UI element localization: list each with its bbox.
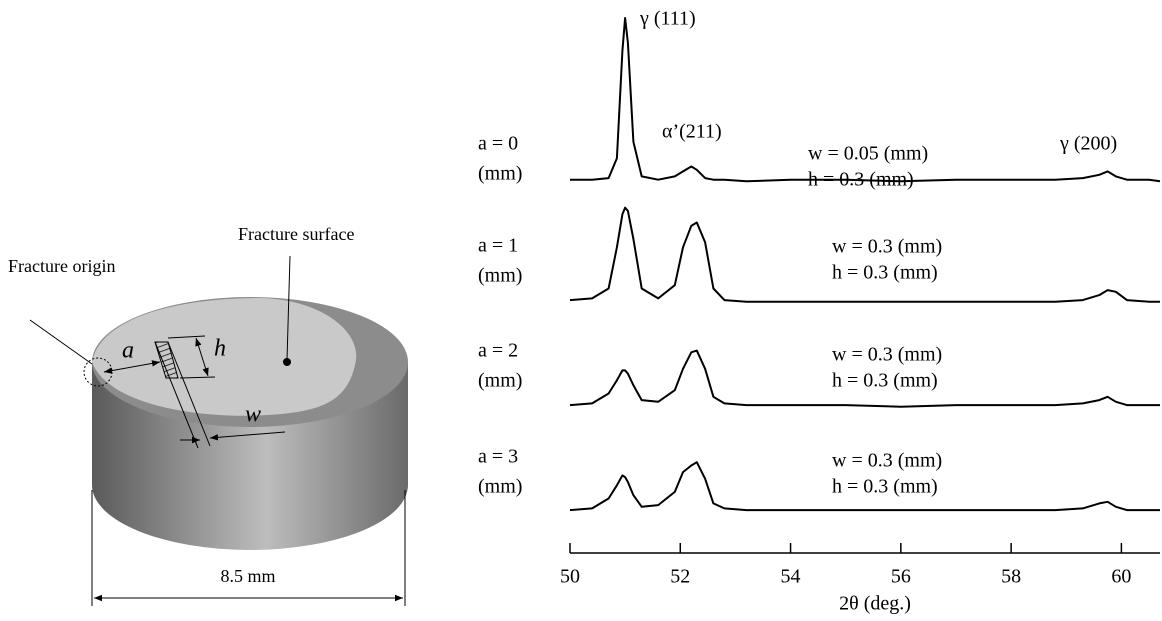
cut-line [154,341,199,449]
series-label: a = 1 [478,235,518,257]
dim-h-ext [167,335,206,339]
cut-section [154,341,179,379]
xrd-trace [569,349,1160,408]
label: 8.5 mm [220,566,275,586]
x-tick-label: 50 [560,566,580,588]
series-note: h = 0.3 (mm) [832,476,938,498]
label: Fracture surface [238,224,354,244]
series-label: a = 0 [478,133,518,155]
x-axis-label: 2θ (deg.) [839,593,911,615]
x-tick-label: 58 [1001,566,1021,588]
leader [29,319,93,365]
dim-w [209,431,286,441]
x-tick-label: 54 [781,566,801,588]
x-tick-label: 56 [891,566,911,588]
leader [286,255,291,361]
series-note: h = 0.3 (mm) [832,262,938,284]
x-tick-label: 60 [1111,566,1131,588]
series-label: (mm) [478,476,522,498]
series-label: (mm) [478,265,522,287]
label: a [122,338,134,364]
xrd-trace [570,17,1161,183]
series-note: h = 0.3 (mm) [808,169,914,191]
xrd-trace [569,206,1160,303]
label: h [214,336,226,362]
xrd-plot: 50 52 54 56 58 60 2θ (deg.) γ (111) α’(211) γ (20… [478,8,1161,615]
x-tick-label: 52 [670,566,690,588]
label: w [245,402,261,428]
label: Fracture origin [8,256,115,276]
series-note: w = 0.3 (mm) [832,344,942,366]
series-label: a = 2 [478,340,518,362]
series-label: a = 3 [478,446,518,468]
series-note: w = 0.3 (mm) [832,236,942,258]
cut-line [167,341,211,447]
specimen-diagram: Fracture origin Fracture surface a h w 8… [8,224,408,606]
peak-label: γ (111) [639,8,696,30]
series-note: w = 0.05 (mm) [808,143,928,165]
leader-dot [283,358,291,366]
series-label: (mm) [478,163,522,185]
xrd-trace [569,461,1160,512]
dim-h [195,337,209,377]
fracture-surface-region [92,298,357,416]
series-note: w = 0.3 (mm) [832,450,942,472]
dim-h-ext [179,376,216,379]
series-note: h = 0.3 (mm) [832,370,938,392]
peak-label: α’(211) [662,121,722,143]
series-label: (mm) [478,370,522,392]
peak-label: γ (200) [1059,133,1117,155]
dim-a [103,360,161,374]
